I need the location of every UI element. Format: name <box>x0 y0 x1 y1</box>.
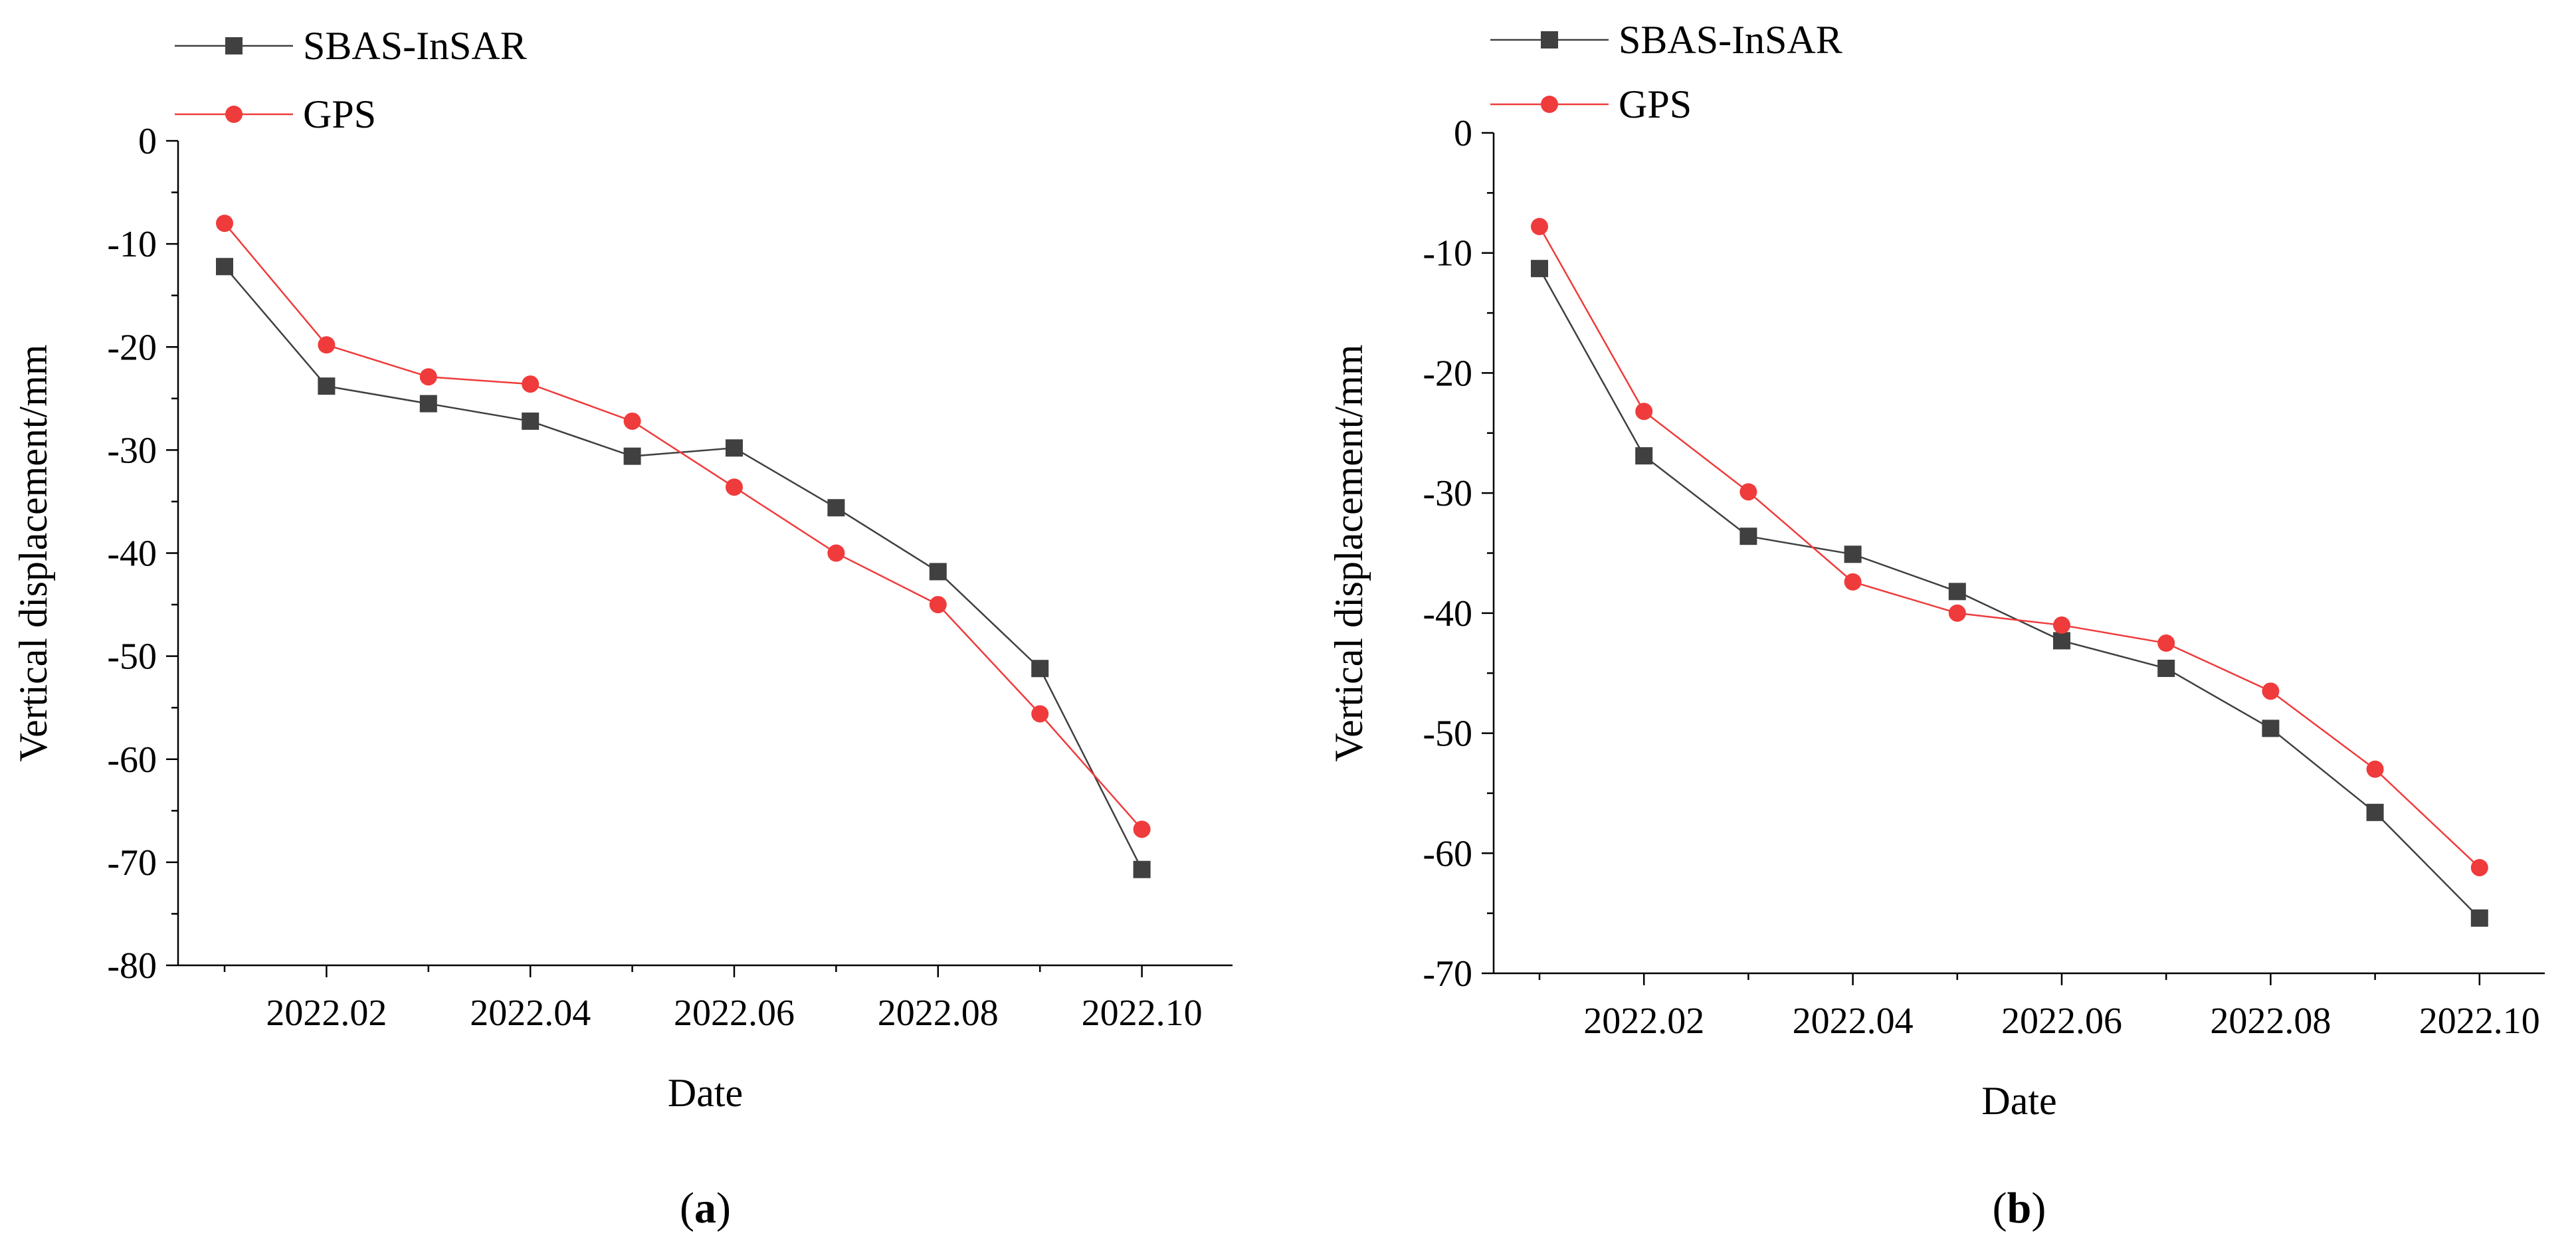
series-line <box>1538 268 2480 919</box>
y-tick-label: -20 <box>107 327 157 368</box>
x-tick-label: 2022.08 <box>2210 1001 2331 1042</box>
data-point-square <box>318 377 336 395</box>
legend-label: GPS <box>1619 82 1692 126</box>
x-tick-label: 2022.08 <box>878 993 999 1034</box>
data-point-circle <box>216 215 233 233</box>
data-point-circle <box>2157 634 2175 652</box>
data-point-circle <box>1635 403 1653 421</box>
data-point-square <box>1133 860 1151 878</box>
y-tick-label: -80 <box>107 945 157 987</box>
data-point-circle <box>419 368 437 386</box>
y-tick-label: -10 <box>107 224 157 265</box>
data-point-circle <box>1739 483 1757 501</box>
data-point-circle <box>522 375 540 393</box>
y-tick-label: -50 <box>1423 714 1472 755</box>
legend: SBAS-InSAR GPS <box>175 24 527 136</box>
data-point-circle <box>623 412 641 430</box>
x-tick-label: 2022.06 <box>2001 1001 2122 1042</box>
series-gps <box>1531 217 2488 876</box>
y-tick-label: 0 <box>138 121 157 162</box>
data-point-circle <box>726 478 743 496</box>
y-tick-label: -70 <box>107 842 157 884</box>
data-point-square <box>1844 545 1862 563</box>
data-point-square <box>2262 720 2280 737</box>
series-gps <box>216 215 1151 838</box>
data-point-square <box>216 258 233 276</box>
y-tick-label: -40 <box>107 533 157 575</box>
data-point-square <box>2157 659 2175 677</box>
y-tick-label: -70 <box>1423 953 1472 995</box>
data-point-square <box>419 395 437 413</box>
data-point-circle <box>1531 217 1548 235</box>
x-axis-title: Date <box>668 1071 743 1115</box>
x-tick-label: 2022.10 <box>1082 993 1203 1034</box>
y-tick-label: 0 <box>1454 113 1472 154</box>
data-point-square <box>1531 260 1548 278</box>
legend: SBAS-InSAR GPS <box>1490 18 1842 126</box>
y-tick-label: -20 <box>1423 353 1472 394</box>
data-point-circle <box>2470 858 2488 876</box>
chart-panel-a: 0 -10 -20 -30 -40 -50 -60 -70 -80 2022.02 2022.04 2… <box>11 24 1233 1232</box>
data-point-circle <box>827 544 845 562</box>
x-tick-label: 2022.04 <box>470 993 591 1034</box>
data-point-square <box>1739 528 1757 545</box>
x-tick-label: 2022.06 <box>674 993 795 1034</box>
data-point-circle <box>2366 760 2384 778</box>
data-point-square <box>827 499 845 517</box>
series-line <box>224 266 1143 870</box>
data-point-square <box>2053 632 2070 650</box>
data-point-circle <box>2053 616 2070 634</box>
y-axis-title: Vertical displacement/mm <box>11 344 55 761</box>
data-point-square <box>623 447 641 465</box>
data-point-square <box>929 563 947 581</box>
data-point-circle <box>929 596 947 614</box>
data-point-circle <box>1948 604 1966 622</box>
y-tick-label: -30 <box>107 430 157 471</box>
x-tick-label: 2022.10 <box>2419 1001 2540 1042</box>
y-tick-label: -10 <box>1423 233 1472 274</box>
data-point-square <box>726 439 743 457</box>
y-tick-label: -30 <box>1423 473 1472 514</box>
x-tick-label: 2022.02 <box>266 993 387 1034</box>
series-line <box>224 223 1143 830</box>
data-point-circle <box>318 336 336 354</box>
panel-label: (b) <box>1993 1184 2046 1232</box>
panel-label: (a) <box>680 1184 731 1232</box>
series-sbas-insar <box>1531 260 2488 927</box>
legend-marker-square <box>225 37 243 54</box>
data-point-square <box>1635 447 1653 465</box>
y-tick-label: -60 <box>107 739 157 781</box>
legend-label: SBAS-InSAR <box>1619 18 1842 62</box>
legend-label: GPS <box>303 92 376 136</box>
chart-panel-b: 0 -10 -20 -30 -40 -50 -60 -70 2022.02 2022.04 2022… <box>1327 18 2545 1232</box>
series-sbas-insar <box>216 258 1151 878</box>
data-point-circle <box>1031 705 1049 723</box>
data-point-circle <box>2262 682 2280 700</box>
legend-label: SBAS-InSAR <box>303 24 527 68</box>
x-tick-label: 2022.02 <box>1583 1001 1704 1042</box>
data-point-circle <box>1844 573 1862 591</box>
x-tick-label: 2022.04 <box>1793 1001 1914 1042</box>
y-axis-title: Vertical displacement/mm <box>1327 344 1371 761</box>
y-tick-label: -60 <box>1423 833 1472 874</box>
data-point-square <box>1031 660 1049 678</box>
legend-marker-circle <box>1541 96 1558 113</box>
y-tick-label: -40 <box>1423 593 1472 634</box>
panel-letter: a <box>694 1184 716 1232</box>
y-tick-label: -50 <box>107 636 157 678</box>
data-point-square <box>2366 803 2384 821</box>
panel-letter: b <box>2007 1184 2032 1232</box>
legend-marker-square <box>1541 31 1558 48</box>
legend-marker-circle <box>225 106 243 123</box>
data-point-square <box>2470 909 2488 927</box>
data-point-square <box>1948 583 1966 601</box>
data-point-square <box>522 412 540 430</box>
series-line <box>1538 226 2480 868</box>
x-axis-title: Date <box>1981 1079 2056 1123</box>
data-point-circle <box>1133 820 1151 838</box>
